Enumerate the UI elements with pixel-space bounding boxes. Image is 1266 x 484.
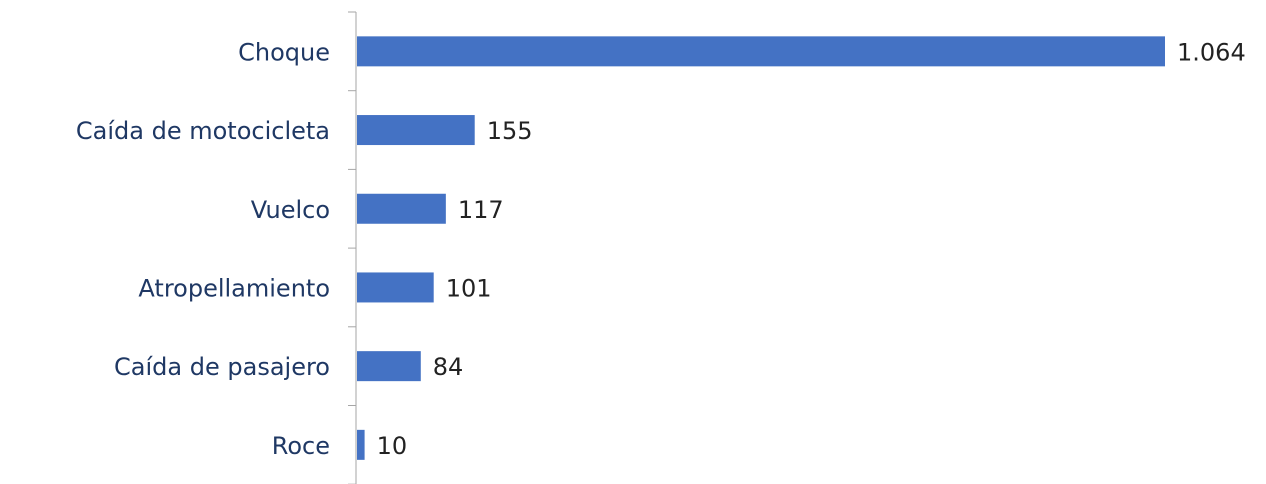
value-label: 10 — [377, 432, 408, 460]
value-label: 117 — [458, 196, 504, 224]
y-tick-label: Caída de motocicleta — [76, 117, 330, 145]
bar — [357, 193, 446, 224]
value-label: 84 — [433, 353, 464, 381]
value-label: 155 — [487, 117, 533, 145]
bar — [357, 272, 434, 303]
bar — [357, 36, 1165, 67]
y-tick-label: Roce — [272, 432, 330, 460]
y-tick-label: Vuelco — [251, 196, 330, 224]
y-tick-label: Atropellamiento — [138, 274, 330, 302]
bar — [357, 115, 475, 146]
y-tick-label: Caída de pasajero — [114, 353, 330, 381]
value-label: 1.064 — [1177, 38, 1246, 66]
bar — [357, 429, 365, 460]
value-label: 101 — [446, 274, 492, 302]
bar — [357, 351, 421, 382]
y-tick-label: Choque — [238, 38, 330, 66]
